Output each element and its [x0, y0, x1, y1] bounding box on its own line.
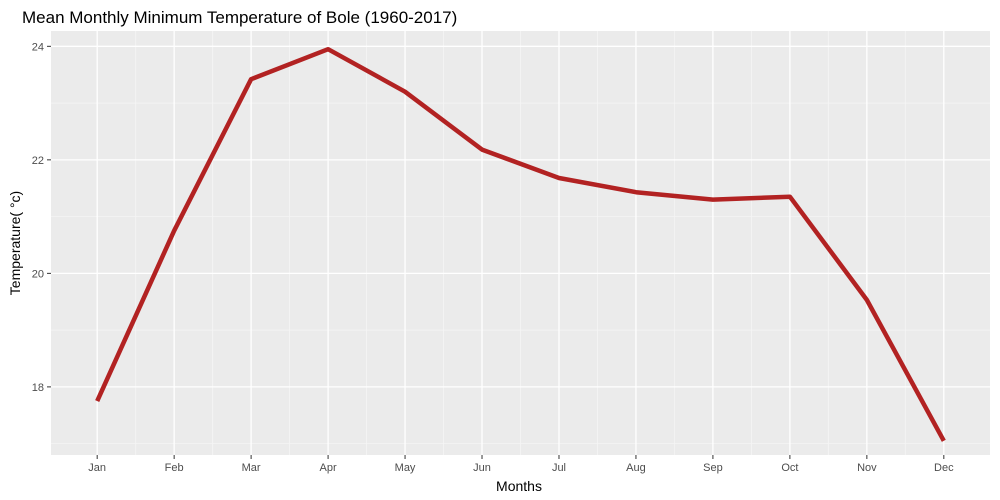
x-tick-label: Oct [781, 462, 798, 474]
major-gridlines [51, 31, 990, 455]
series-line [95, 46, 946, 442]
x-tick-label: Nov [857, 462, 877, 474]
y-axis: 18 20 22 24 [32, 41, 51, 394]
x-tick-label: Jan [88, 462, 106, 474]
y-tick-label: 22 [32, 155, 44, 167]
x-tick-label: May [395, 462, 416, 474]
x-tick-label: Apr [320, 462, 337, 474]
x-tick-label: Jun [473, 462, 491, 474]
y-axis-title: Temperature( °c) [7, 191, 23, 295]
x-tick-label: Jul [552, 462, 566, 474]
x-axis-title: Months [496, 478, 542, 494]
x-tick-label: Feb [165, 462, 184, 474]
x-tick-label: Aug [626, 462, 646, 474]
chart-title: Mean Monthly Minimum Temperature of Bole… [22, 8, 457, 27]
x-tick-label: Mar [242, 462, 261, 474]
y-tick-label: 18 [32, 382, 44, 394]
x-tick-label: Sep [703, 462, 723, 474]
x-tick-label: Dec [934, 462, 954, 474]
series-layer [95, 46, 946, 442]
y-tick-label: 24 [32, 41, 44, 53]
y-tick-label: 20 [32, 268, 44, 280]
minor-gridlines [51, 31, 990, 455]
x-axis: Jan Feb Mar Apr May Jun Jul Aug Sep Oct Nov Dec [88, 455, 954, 474]
